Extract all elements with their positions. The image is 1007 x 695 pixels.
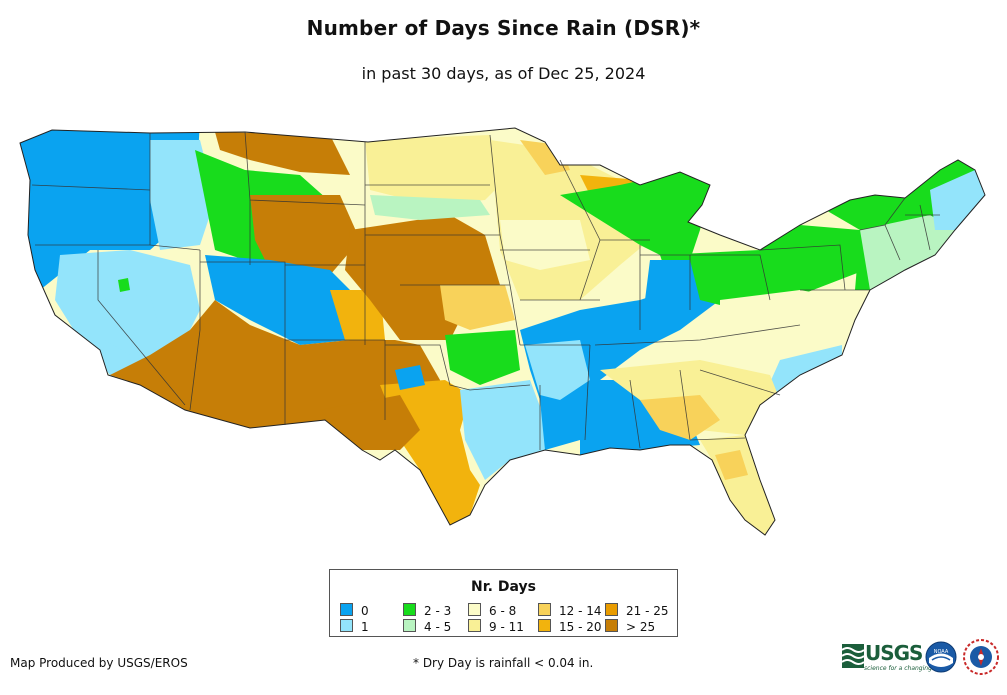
legend-label: 12 - 14	[559, 604, 602, 618]
legend-item-5: 9 - 11	[468, 619, 524, 634]
legend-item-0: 0	[340, 603, 369, 618]
legend-item-6: 12 - 14	[538, 603, 602, 618]
legend-item-4: 6 - 8	[468, 603, 517, 618]
legend-item-8: 21 - 25	[605, 603, 669, 618]
noaa-text: NOAA	[934, 649, 949, 655]
legend-label: 1	[361, 620, 369, 634]
legend-label: 6 - 8	[489, 604, 517, 618]
footnote: * Dry Day is rainfall < 0.04 in.	[413, 656, 594, 670]
map-credit: Map Produced by USGS/EROS	[10, 656, 188, 670]
legend-swatch	[403, 619, 416, 632]
legend-label: 9 - 11	[489, 620, 524, 634]
legend-swatch	[403, 603, 416, 616]
legend-swatch	[605, 603, 618, 616]
usgs-tagline: science for a changing world	[864, 665, 951, 672]
legend-label: 0	[361, 604, 369, 618]
usgs-logo: USGS science for a changing world	[842, 641, 950, 675]
legend-item-1: 1	[340, 619, 369, 634]
legend-swatch	[605, 619, 618, 632]
legend-item-3: 4 - 5	[403, 619, 452, 634]
legend-item-7: 15 - 20	[538, 619, 602, 634]
legend-swatch	[468, 619, 481, 632]
usgs-wordmark: USGS	[865, 641, 923, 665]
legend-item-2: 2 - 3	[403, 603, 452, 618]
legend: Nr. Days 0 1 2 - 3 4 - 5 6 - 8 9 - 11 12…	[329, 569, 678, 637]
usgs-wave-icon	[842, 644, 864, 668]
legend-swatch	[468, 603, 481, 616]
legend-swatch	[340, 619, 353, 632]
legend-label: > 25	[626, 620, 656, 634]
legend-label: 4 - 5	[424, 620, 452, 634]
legend-label: 2 - 3	[424, 604, 452, 618]
legend-swatch	[538, 603, 551, 616]
legend-label: 21 - 25	[626, 604, 669, 618]
noaa-logo: NOAA	[925, 641, 957, 673]
legend-swatch	[340, 603, 353, 616]
page-title: Number of Days Since Rain (DSR)*	[306, 16, 701, 40]
legend-item-9: > 25	[605, 619, 656, 634]
page-subtitle: in past 30 days, as of Dec 25, 2024	[361, 64, 646, 83]
nws-logo	[963, 639, 999, 675]
legend-label: 15 - 20	[559, 620, 602, 634]
legend-swatch	[538, 619, 551, 632]
legend-title: Nr. Days	[471, 579, 536, 595]
